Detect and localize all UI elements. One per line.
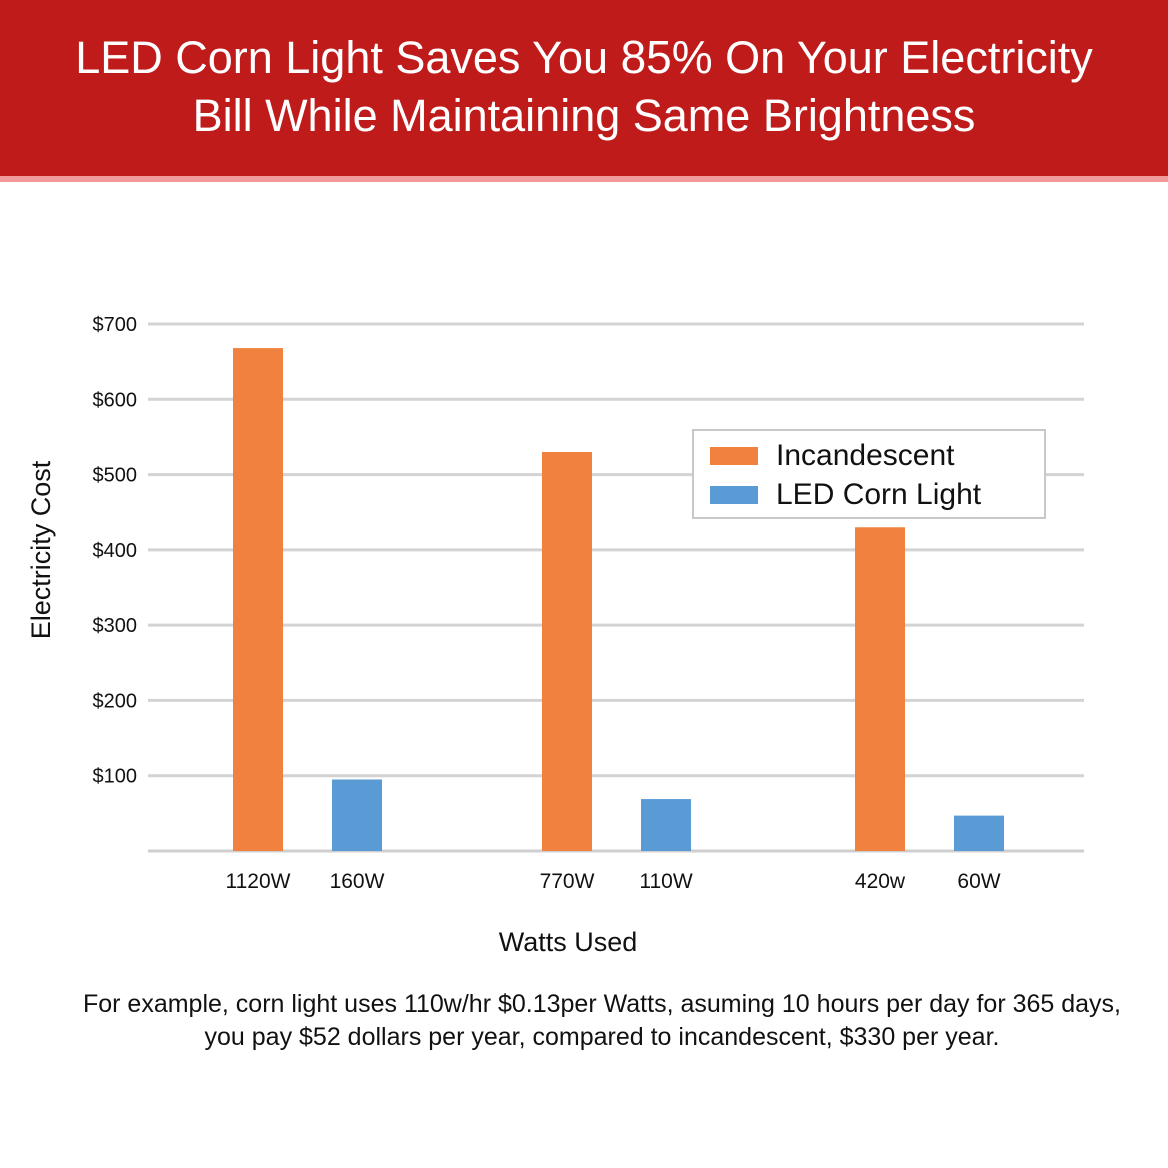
bar xyxy=(332,779,382,851)
x-tick-label: 160W xyxy=(330,870,385,893)
bar xyxy=(542,451,592,851)
legend-label: Incandescent xyxy=(776,439,955,472)
page-title: LED Corn Light Saves You 85% On Your Ele… xyxy=(75,28,1093,145)
y-tick-label: $200 xyxy=(93,690,138,712)
title-line-2: Bill While Maintaining Same Brightness xyxy=(192,89,976,141)
bar xyxy=(641,799,691,851)
y-tick-label: $300 xyxy=(93,615,138,637)
title-highlight-percent: 85% xyxy=(620,30,713,83)
chart-legend: Incandescent LED Corn Light xyxy=(692,429,1046,519)
example-footnote: For example, corn light uses 110w/hr $0.… xyxy=(82,990,1122,1051)
y-axis-tick-labels: $100 $200 $300 $400 $500 $600 $700 xyxy=(93,314,138,788)
y-tick-label: $500 xyxy=(93,465,138,487)
bar xyxy=(233,348,283,851)
x-tick-label: 420w xyxy=(855,870,906,893)
legend-swatch xyxy=(710,486,758,504)
x-tick-label: 110W xyxy=(639,870,692,893)
title-text-part2: On Your Electricity xyxy=(712,31,1093,83)
bars xyxy=(233,348,1004,851)
y-tick-label: $400 xyxy=(93,540,138,562)
title-text-part1: LED Corn Light Saves You xyxy=(75,31,621,83)
x-tick-label: 60W xyxy=(957,870,1000,893)
bar xyxy=(954,815,1004,851)
y-tick-label: $700 xyxy=(93,314,138,336)
x-tick-label: 1120W xyxy=(226,870,291,893)
x-axis-tick-labels: 1120W 160W 770W 110W 420w 60W xyxy=(226,870,1001,893)
x-axis-title: Watts Used xyxy=(499,927,638,957)
y-tick-label: $100 xyxy=(93,766,138,788)
grid-lines xyxy=(148,322,1084,853)
bar xyxy=(855,527,905,851)
y-axis-title: Electricity Cost xyxy=(26,460,56,639)
x-tick-label: 770W xyxy=(540,870,595,893)
title-line-1: LED Corn Light Saves You 85% On Your Ele… xyxy=(75,28,1093,87)
y-tick-label: $600 xyxy=(93,389,138,411)
legend-label: LED Corn Light xyxy=(776,478,982,511)
title-banner: LED Corn Light Saves You 85% On Your Ele… xyxy=(0,0,1168,182)
legend-swatch xyxy=(710,447,758,465)
